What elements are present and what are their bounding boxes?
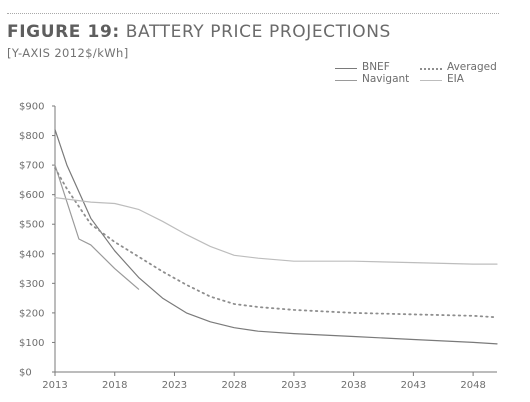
x-tick-label: 2043 [401,380,426,391]
y-tick-label: $400 [19,249,44,260]
x-tick-label: 2028 [221,380,246,391]
y-tick-label: $600 [19,190,44,201]
series-line-navigant [54,164,140,290]
series-line-bnef [54,129,498,345]
title-divider [7,13,499,14]
y-tick-label: $500 [19,220,44,231]
x-tick-label: 2018 [102,380,127,391]
y-tick-label: $700 [19,161,44,172]
x-tick-label: 2033 [281,380,306,391]
y-tick-label: $200 [19,308,44,319]
x-tick-label: 2013 [42,380,67,391]
y-tick-label: $800 [19,131,44,142]
x-tick-label: 2038 [341,380,366,391]
legend-swatch-navigant [335,80,357,81]
y-tick-label: $900 [19,102,44,113]
legend-label-bnef: BNEF [362,61,390,73]
figure-title-text: BATTERY PRICE PROJECTIONS [119,22,391,42]
legend-swatch-eia [420,80,442,81]
y-tick-label: $300 [19,279,44,290]
y-axis-unit-note: [Y-AXIS 2012$/kWh] [7,46,129,60]
y-tick-label: $100 [19,338,44,349]
legend-swatch-bnef [335,68,357,69]
figure-number: FIGURE 19: [7,22,120,42]
x-tick-label: 2023 [162,380,187,391]
legend-swatch-averaged [420,68,442,70]
legend-label-eia: EIA [447,73,464,85]
y-tick-label: $0 [19,368,32,379]
legend-label-navigant: Navigant [362,73,410,85]
legend-label-averaged: Averaged [447,61,497,73]
figure-title: FIGURE 19: BATTERY PRICE PROJECTIONS [7,22,391,42]
series-line-eia [54,197,498,265]
series-line-averaged [54,167,498,319]
x-tick-label: 2048 [460,380,485,391]
